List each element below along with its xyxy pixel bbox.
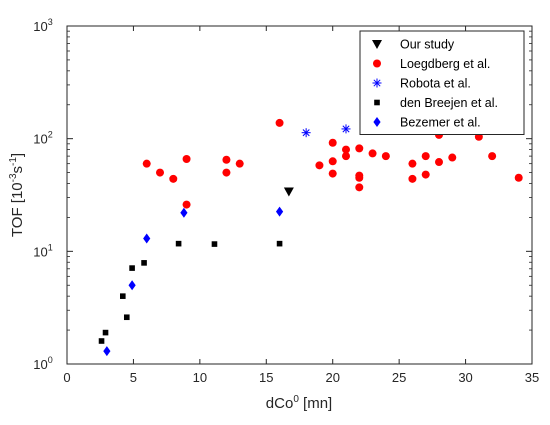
legend-label: Our study	[400, 38, 455, 52]
data-point-circle	[156, 168, 164, 177]
x-tick-label: 30	[458, 370, 472, 385]
data-point-circle	[342, 152, 350, 161]
legend-marker	[373, 117, 381, 127]
data-point-circle	[368, 149, 377, 158]
data-point-square	[129, 265, 135, 271]
data-point-circle	[169, 174, 178, 183]
legend-marker	[372, 40, 382, 49]
data-point-circle	[328, 157, 337, 166]
data-point-square	[102, 329, 109, 336]
x-tick-label: 0	[63, 370, 70, 385]
y-tick-label: 101	[33, 242, 52, 259]
legend-marker	[374, 99, 380, 106]
y-tick-label: 100	[33, 355, 52, 372]
data-point-circle	[235, 159, 244, 168]
data-point-asterisk	[341, 124, 351, 134]
x-tick-label: 10	[193, 370, 207, 385]
data-point-diamond	[143, 233, 151, 244]
data-point-circle	[448, 153, 457, 162]
data-point-square	[276, 240, 283, 247]
data-point-asterisk	[301, 128, 311, 138]
data-point-circle	[408, 159, 417, 168]
x-tick-label: 15	[259, 370, 273, 385]
data-point-square	[123, 314, 130, 321]
data-point-circle	[514, 173, 523, 182]
y-axis-label: TOF [10-3s-1]	[8, 153, 26, 237]
data-point-circle	[355, 144, 364, 153]
data-point-circle	[222, 155, 231, 164]
x-tick-label: 20	[325, 370, 339, 385]
data-point-circle	[381, 152, 390, 161]
data-point-circle	[355, 173, 364, 182]
data-point-diamond	[275, 206, 284, 217]
data-point-circle	[408, 174, 417, 183]
x-axis-label: dCo0 [mn]	[266, 394, 332, 412]
data-point-circle	[275, 118, 284, 127]
data-point-circle	[142, 159, 151, 168]
data-point-triangle-down	[283, 187, 294, 197]
y-tick-label: 103	[33, 17, 52, 34]
data-point-circle	[342, 145, 350, 154]
data-point-circle	[421, 152, 430, 161]
data-point-diamond	[103, 346, 111, 357]
data-point-square	[141, 260, 147, 266]
data-point-circle	[222, 168, 231, 177]
data-point-circle	[315, 161, 324, 170]
legend: Our study Loegdberg et al. Robota et al. de…	[359, 30, 525, 135]
y-tick-label: 102	[33, 130, 52, 147]
data-point-square	[211, 241, 218, 247]
data-point-diamond	[180, 207, 188, 218]
data-point-circle	[328, 169, 337, 178]
data-point-square	[98, 338, 105, 344]
data-point-circle	[488, 152, 497, 161]
data-point-diamond	[128, 280, 136, 291]
data-point-circle	[182, 200, 191, 209]
data-point-circle	[421, 170, 430, 179]
data-point-circle	[182, 154, 191, 163]
legend-marker	[372, 78, 382, 88]
data-point-square	[175, 240, 182, 247]
legend-marker	[373, 59, 381, 68]
data-point-square	[120, 293, 126, 299]
x-tick-label: 25	[392, 370, 406, 385]
legend-label: den Breejen et al.	[400, 96, 498, 110]
legend-label: Loegdberg et al.	[400, 57, 490, 71]
data-marks	[98, 118, 523, 357]
data-point-circle	[328, 138, 337, 147]
data-point-circle	[355, 183, 364, 192]
legend-box	[359, 30, 525, 135]
x-tick-label: 5	[130, 370, 137, 385]
data-point-circle	[435, 158, 443, 167]
legend-label: Robota et al.	[400, 77, 471, 91]
legend-label: Bezemer et al.	[400, 116, 481, 130]
axis-ticks: 0 5 10 15 20 25 30 35 100 101 102 103	[33, 17, 539, 385]
x-tick-label: 35	[525, 370, 539, 385]
